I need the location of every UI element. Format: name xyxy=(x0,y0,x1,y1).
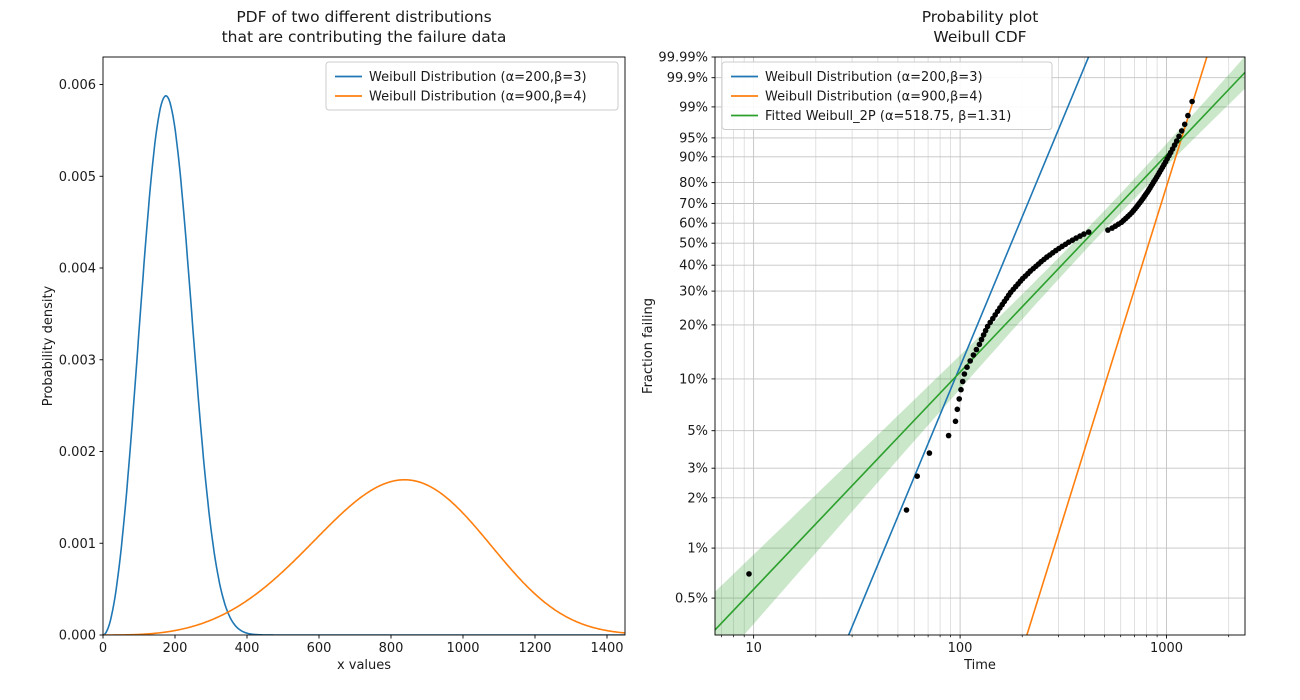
failure-data-point xyxy=(1085,229,1092,235)
failure-data-point xyxy=(914,473,920,480)
failure-data-points xyxy=(746,98,1195,577)
y-tick-label: 95% xyxy=(679,131,708,146)
failure-data-point xyxy=(976,341,983,348)
x-axis-label: Time xyxy=(963,658,996,673)
y-tick-label: 99% xyxy=(679,100,708,115)
failure-data-point xyxy=(1178,128,1185,134)
failure-data-point xyxy=(945,432,952,439)
failure-data-point xyxy=(1176,133,1182,140)
y-tick-label: 50% xyxy=(679,237,708,252)
axes-frame xyxy=(714,56,1246,636)
y-tick-label: 0.000 xyxy=(59,629,96,644)
probability-subplot: 10 100 1000 0.5% 1% 2% 3% 5% 10% 20% 30% 40% 50% 60% 7… xyxy=(641,8,1246,673)
failure-data-point xyxy=(956,396,962,402)
failure-data-point xyxy=(967,358,973,364)
failure-data-point xyxy=(964,364,970,371)
cdf-line-0 xyxy=(847,57,1090,635)
pdf-legend: Weibull Distribution (α=200,β=3) Weibull … xyxy=(325,61,619,111)
x-tick-label: 1200 xyxy=(518,641,551,656)
probability-plot-title-line2: Weibull CDF xyxy=(933,28,1026,46)
legend-entry-label: Weibull Distribution (α=900,β=4) xyxy=(765,90,983,105)
failure-data-point xyxy=(1181,121,1188,128)
pdf-plot-title-line2: that are contributing the failure data xyxy=(222,28,507,46)
x-tick-label: 10 xyxy=(745,641,762,656)
failure-data-point xyxy=(970,352,977,358)
probability-plot-title-line1: Probability plot xyxy=(922,8,1039,26)
legend-entry-label: Fitted Weibull_2P (α=518.75, β=1.31) xyxy=(765,109,1011,124)
y-tick-label: 0.005 xyxy=(59,170,96,185)
y-tick-label: 10% xyxy=(679,372,708,387)
y-tick-label: 0.5% xyxy=(675,592,708,607)
pdf-curve-0 xyxy=(103,95,625,635)
y-tick-label: 5% xyxy=(687,424,708,439)
pdf-subplot: 0 200 400 600 800 1000 1200 1400 0.000 0.001 0.002… xyxy=(41,8,626,673)
failure-data-point xyxy=(746,571,752,577)
y-tick-label: 0.002 xyxy=(59,445,96,460)
legend-entry-label: Weibull Distribution (α=900,β=4) xyxy=(369,90,587,105)
x-tick-label: 0 xyxy=(99,641,107,656)
pdf-curve-1 xyxy=(103,478,625,635)
x-tick-label: 100 xyxy=(948,641,973,656)
y-tick-label: 0.001 xyxy=(59,537,96,552)
legend-entry-label: Weibull Distribution (α=200,β=3) xyxy=(369,70,587,85)
y-tick-label: 20% xyxy=(679,318,708,333)
legend-entry-label: Weibull Distribution (α=200,β=3) xyxy=(765,70,983,85)
y-tick-label: 80% xyxy=(679,176,708,191)
x-tick-label: 1000 xyxy=(446,641,479,656)
cdf-line-1 xyxy=(1026,57,1208,635)
failure-data-point xyxy=(961,371,968,377)
failure-data-point xyxy=(903,507,910,513)
y-axis-label: Fraction failing xyxy=(641,298,656,394)
pdf-plot-title-line1: PDF of two different distributions xyxy=(236,8,491,26)
failure-data-point xyxy=(984,323,991,330)
legend-box xyxy=(325,61,619,111)
failure-data-point xyxy=(982,327,989,334)
x-tick-label: 400 xyxy=(235,641,260,656)
y-tick-label: 40% xyxy=(679,259,708,274)
y-tick-label: 99.99% xyxy=(658,51,708,66)
x-axis-label: x values xyxy=(337,658,391,673)
y-tick-label: 0.003 xyxy=(59,353,96,368)
x-tick-label: 200 xyxy=(163,641,188,656)
failure-data-point xyxy=(959,378,966,385)
y-tick-label: 90% xyxy=(679,150,708,165)
confidence-band xyxy=(715,57,1245,635)
failure-data-point xyxy=(958,386,964,393)
failure-data-point xyxy=(978,336,985,343)
failure-data-point xyxy=(926,450,933,456)
probability-legend: Weibull Distribution (α=200,β=3) Weibull … xyxy=(721,61,1053,130)
x-tick-label: 800 xyxy=(379,641,404,656)
y-tick-label: 3% xyxy=(687,462,708,477)
y-tick-label: 60% xyxy=(679,217,708,232)
y-tick-label: 0.004 xyxy=(59,262,96,277)
y-tick-label: 70% xyxy=(679,197,708,212)
y-axis-label: Probability density xyxy=(41,285,56,406)
failure-data-point xyxy=(1081,231,1087,237)
legend-box xyxy=(721,61,1053,130)
failure-data-point xyxy=(954,406,961,413)
y-tick-label: 30% xyxy=(679,285,708,300)
x-tick-label: 600 xyxy=(307,641,332,656)
x-tick-label: 1000 xyxy=(1150,641,1183,656)
failure-data-point xyxy=(1189,98,1195,105)
failure-data-point xyxy=(952,418,959,425)
y-tick-label: 1% xyxy=(687,542,708,557)
y-tick-label: 2% xyxy=(687,491,708,506)
cdf-line-2 xyxy=(715,71,1245,631)
y-tick-label: 99.9% xyxy=(667,71,708,86)
failure-data-point xyxy=(1105,227,1111,233)
failure-data-point xyxy=(1185,112,1191,119)
failure-data-point xyxy=(973,346,980,353)
failure-data-point xyxy=(1173,138,1180,144)
y-tick-label: 0.006 xyxy=(59,78,96,93)
axes-frame xyxy=(102,56,626,636)
failure-data-point xyxy=(980,332,987,338)
x-tick-label: 1400 xyxy=(590,641,623,656)
